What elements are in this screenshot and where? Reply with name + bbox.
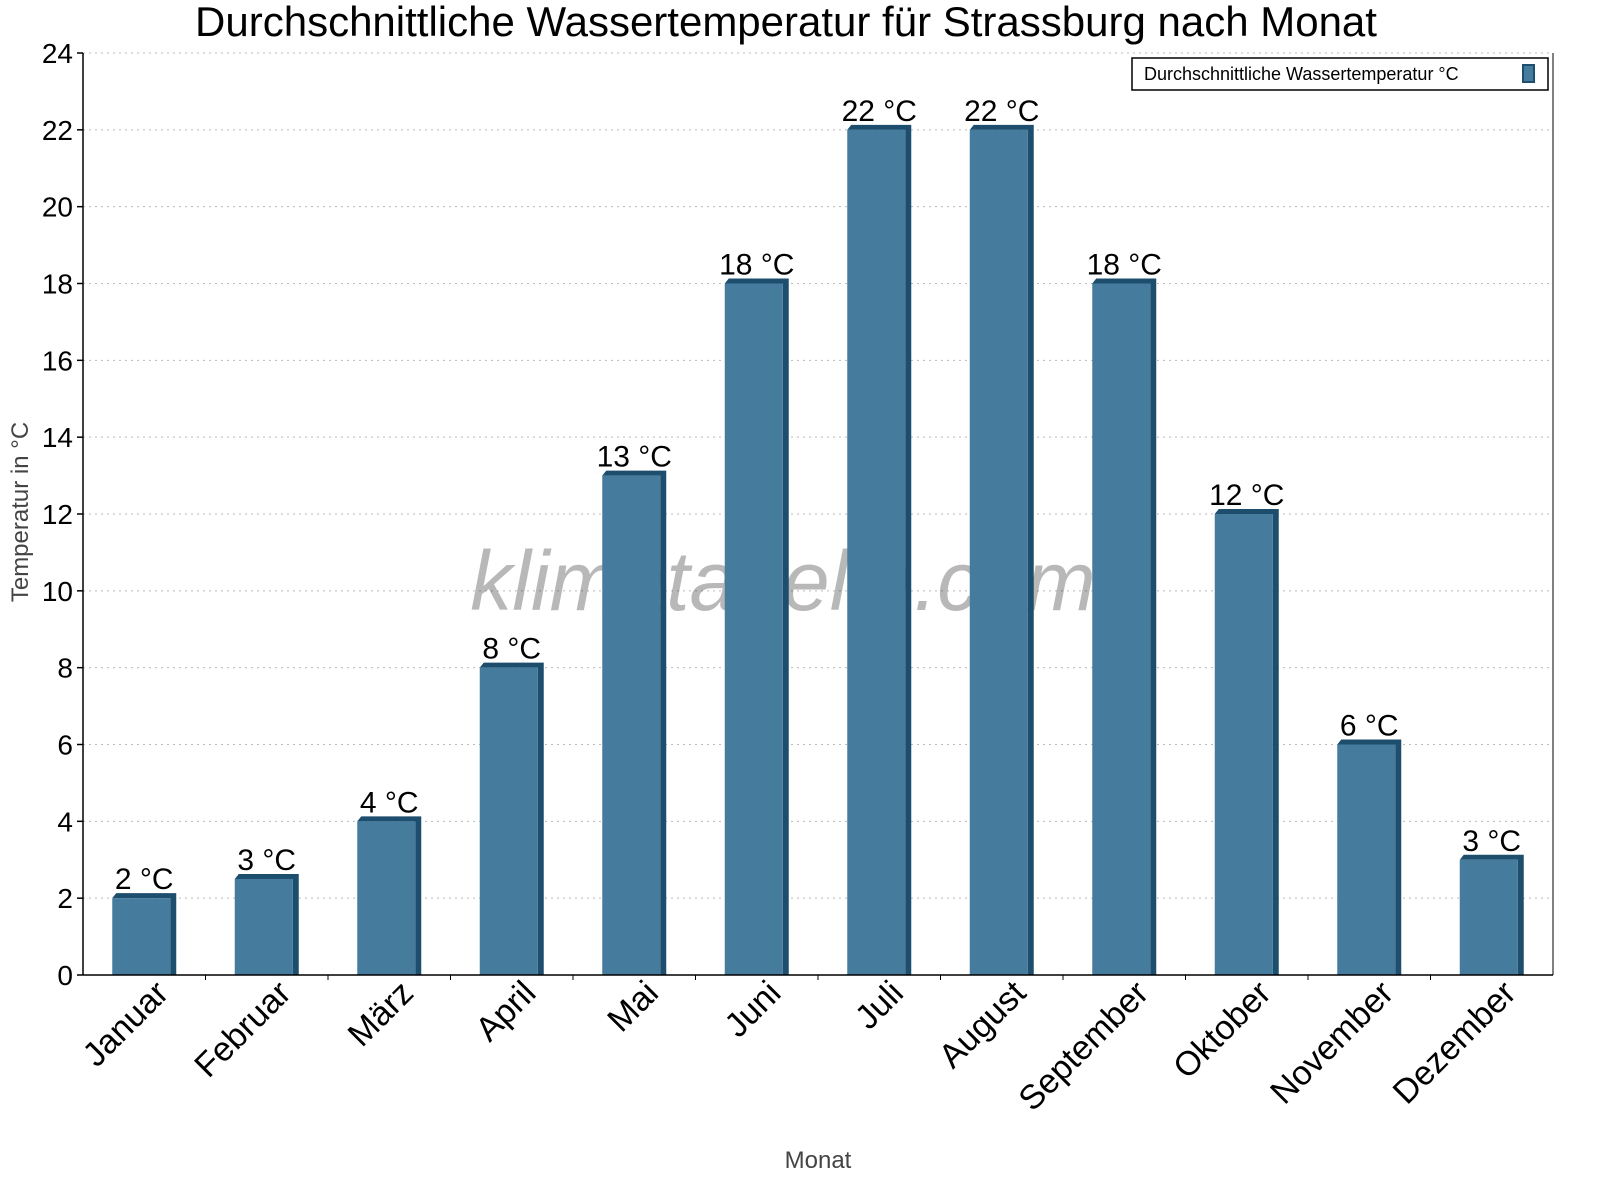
data-label: 22 °C — [964, 95, 1039, 128]
bar — [357, 821, 416, 975]
data-label: 3 °C — [1462, 825, 1521, 858]
y-axis-label: Temperatur in °C — [7, 422, 34, 602]
data-label: 12 °C — [1209, 479, 1284, 512]
bar — [1092, 283, 1151, 975]
y-tick-label: 18 — [42, 269, 73, 300]
y-tick-label: 4 — [57, 806, 73, 837]
data-label: 18 °C — [719, 249, 794, 282]
bar — [1337, 744, 1396, 975]
x-tick-label: Januar — [76, 974, 176, 1074]
data-label: 6 °C — [1340, 710, 1399, 743]
x-tick-label: Oktober — [1166, 974, 1278, 1086]
grid — [83, 52, 1553, 899]
y-tick-label: 6 — [57, 730, 73, 761]
y-tick-label: 8 — [57, 653, 73, 684]
bar — [1459, 859, 1518, 975]
data-label: 2 °C — [115, 863, 174, 896]
x-tick-label: Juni — [717, 974, 788, 1045]
bar — [112, 898, 171, 975]
x-tick-label: November — [1263, 974, 1401, 1112]
x-tick-label: Februar — [187, 974, 298, 1085]
data-label: 22 °C — [842, 95, 917, 128]
bar — [1214, 514, 1273, 975]
data-label: 4 °C — [360, 786, 419, 819]
y-tick-label: 10 — [42, 576, 73, 607]
bars: 2 °C 3 °C 4 °C 8 °C 13 °C 18 °C 22 °C 22 °C 18 °… — [112, 95, 1524, 976]
bar — [234, 878, 293, 975]
bar — [847, 129, 906, 976]
x-axis-label: Monat — [785, 1147, 852, 1174]
x-tick-label: April — [468, 974, 543, 1049]
y-tick-label: 22 — [42, 115, 73, 146]
y-tick-label: 24 — [42, 38, 73, 69]
x-tick-label: September — [1011, 974, 1155, 1118]
data-label: 18 °C — [1087, 249, 1162, 282]
y-tick-label: 14 — [42, 422, 73, 453]
data-label: 13 °C — [597, 441, 672, 474]
legend-swatch — [1522, 64, 1535, 83]
legend-label: Durchschnittliche Wassertemperatur °C — [1144, 64, 1459, 84]
chart-title: Durchschnittliche Wassertemperatur für S… — [195, 0, 1377, 45]
x-tick-label: März — [341, 974, 421, 1054]
x-tick-label: Mai — [600, 974, 666, 1040]
x-tick-label: Dezember — [1386, 974, 1524, 1112]
y-tick-label: 16 — [42, 345, 73, 376]
legend: Durchschnittliche Wassertemperatur °C — [1131, 57, 1549, 91]
bar — [479, 667, 538, 975]
bar — [724, 283, 783, 975]
data-label: 3 °C — [237, 844, 296, 877]
legend-box — [1131, 57, 1549, 91]
y-tick-label: 20 — [42, 192, 73, 223]
x-tick-label: August — [932, 973, 1034, 1075]
x-tick-label: Juli — [848, 974, 911, 1037]
y-tick-label: 2 — [57, 883, 73, 914]
y-tick-label: 0 — [57, 960, 73, 991]
bar — [969, 129, 1028, 976]
bar — [602, 475, 661, 975]
data-label: 8 °C — [482, 633, 541, 666]
y-tick-label: 12 — [42, 499, 73, 530]
